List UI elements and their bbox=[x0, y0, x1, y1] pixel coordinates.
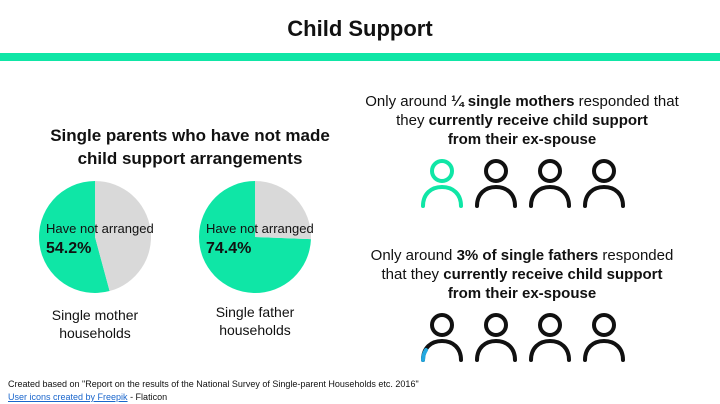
freepik-credit-link[interactable]: User icons created by Freepik bbox=[8, 392, 128, 402]
person-icons-mothers bbox=[420, 158, 630, 214]
stat-mothers-line2: they currently receive child support bbox=[396, 112, 648, 129]
pie-slice-remainder bbox=[95, 181, 151, 292]
person-icon bbox=[583, 313, 625, 362]
pie-caption-mothers-line2: households bbox=[59, 325, 131, 341]
stat-fathers-line1: Only around 3% of single fathers respond… bbox=[370, 247, 674, 264]
chart-heading-line2: child support arrangements bbox=[77, 149, 303, 168]
person-icon bbox=[421, 313, 463, 362]
stat-mothers-line1: Only around ¼ single mothers responded t… bbox=[365, 93, 679, 110]
pie-caption-mothers-line1: Single mother bbox=[51, 307, 139, 323]
person-icon bbox=[475, 159, 517, 208]
pie-slice-label: Have not arranged bbox=[46, 221, 154, 236]
pie-slice-remainder bbox=[255, 181, 311, 240]
stat-fathers-text: Only around 3% of single fathers respond… bbox=[352, 246, 692, 303]
page-title: Child Support bbox=[287, 16, 433, 41]
source-credit-line1: Created based on "Report on the results … bbox=[8, 379, 419, 389]
pie-slice-not-arranged bbox=[39, 181, 110, 293]
pie-caption-mothers: Single mother households bbox=[15, 306, 175, 342]
pie-caption-fathers-line2: households bbox=[219, 322, 291, 338]
pie-caption-fathers-line1: Single father bbox=[215, 304, 295, 320]
source-credit: Created based on "Report on the results … bbox=[8, 378, 419, 404]
stat-mothers-line3: from their ex-spouse bbox=[447, 131, 597, 148]
stat-fathers-line2: that they currently receive child suppor… bbox=[381, 266, 663, 283]
stat-fathers-line3: from their ex-spouse bbox=[447, 285, 597, 302]
pie-slice-label: Have not arranged bbox=[206, 221, 314, 236]
person-icon bbox=[421, 159, 463, 208]
chart-heading-line1: Single parents who have not made bbox=[50, 126, 330, 145]
chart-heading: Single parents who have not made child s… bbox=[20, 124, 360, 170]
person-icon bbox=[583, 159, 625, 208]
source-credit-line2: User icons created by Freepik - Flaticon bbox=[8, 392, 168, 402]
pie-slice-not-arranged bbox=[199, 181, 311, 293]
pie-chart-fathers: Have not arranged 74.4% bbox=[199, 181, 314, 293]
pie-slice-value: 74.4% bbox=[206, 240, 251, 257]
stat-mothers-text: Only around ¼ single mothers responded t… bbox=[352, 92, 692, 149]
pie-slice-value: 54.2% bbox=[46, 240, 91, 257]
pie-caption-fathers: Single father households bbox=[175, 303, 335, 339]
person-icon bbox=[475, 313, 517, 362]
title-divider bbox=[0, 53, 720, 61]
person-icon bbox=[529, 313, 571, 362]
person-icons-fathers bbox=[420, 312, 630, 368]
pie-chart-mothers: Have not arranged 54.2% bbox=[39, 181, 154, 293]
person-icon bbox=[529, 159, 571, 208]
